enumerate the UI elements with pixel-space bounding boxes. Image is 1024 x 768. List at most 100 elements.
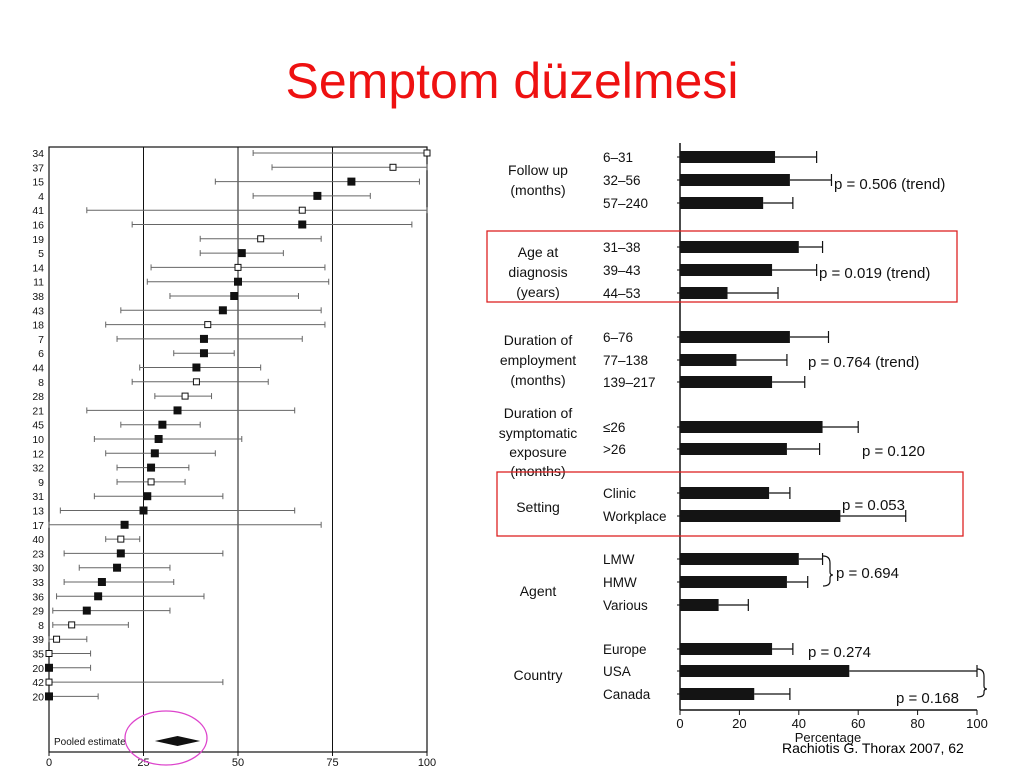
bar-category-label: 39–43 xyxy=(603,263,641,278)
bar-category-label: 139–217 xyxy=(603,375,656,390)
forest-study-label: 18 xyxy=(32,320,44,332)
forest-point-filled xyxy=(139,506,148,515)
forest-study-label: 43 xyxy=(32,305,44,317)
forest-study-label: 35 xyxy=(32,649,44,661)
bar-group-label: exposure xyxy=(509,444,567,460)
bar-category-label: ≤26 xyxy=(603,420,625,435)
forest-study-label: 14 xyxy=(32,262,44,274)
bar-category-label: Clinic xyxy=(603,486,636,501)
bar-category-label: 31–38 xyxy=(603,240,641,255)
forest-x-tick-label: 75 xyxy=(326,757,338,768)
forest-point-open xyxy=(117,535,125,543)
forest-study-label: 21 xyxy=(32,405,44,417)
bar xyxy=(680,576,787,588)
forest-point-open xyxy=(68,621,76,629)
forest-point-open xyxy=(45,650,53,657)
bar-x-tick-label: 80 xyxy=(910,716,924,731)
pooled-estimate-label: Pooled estimate xyxy=(54,737,126,748)
bar-group-label: (months) xyxy=(510,182,565,198)
forest-study-label: 10 xyxy=(32,434,44,446)
forest-x-tick-label: 100 xyxy=(418,757,436,768)
forest-point-filled xyxy=(347,177,356,186)
forest-study-label: 17 xyxy=(32,520,44,532)
bar-group-label: (years) xyxy=(516,284,560,300)
forest-study-label: 7 xyxy=(38,334,44,346)
bar-category-label: Various xyxy=(603,598,648,613)
forest-point-filled xyxy=(234,277,242,286)
bar-group-label: Duration of xyxy=(504,405,573,421)
forest-point-filled xyxy=(230,292,239,300)
bar-group-label: Duration of xyxy=(504,332,573,348)
forest-study-label: 5 xyxy=(38,248,44,260)
p-value-label: p = 0.764 (trend) xyxy=(808,354,919,371)
forest-study-label: 28 xyxy=(32,391,44,403)
forest-study-label: 29 xyxy=(32,606,44,618)
forest-point-filled xyxy=(218,306,227,315)
bar-category-label: Workplace xyxy=(603,509,667,524)
forest-study-label: 4 xyxy=(38,191,44,203)
bar xyxy=(680,553,799,565)
highlight-box xyxy=(496,471,964,537)
forest-study-label: 41 xyxy=(32,205,44,217)
bar-group-label: symptomatic xyxy=(499,425,578,441)
bar xyxy=(680,264,773,276)
forest-point-filled xyxy=(154,435,163,443)
bar-x-axis-label: Percentage xyxy=(795,730,862,745)
forest-study-label: 34 xyxy=(32,148,44,160)
forest-study-label: 9 xyxy=(38,477,44,489)
p-value-label: p = 0.506 (trend) xyxy=(834,176,945,193)
bar xyxy=(680,443,787,455)
forest-study-label: 40 xyxy=(32,534,44,546)
bar xyxy=(680,643,773,655)
forest-x-tick-label: 50 xyxy=(232,757,244,768)
bar-category-label: Canada xyxy=(603,687,651,702)
bar xyxy=(680,421,823,433)
forest-point-open xyxy=(147,478,155,486)
bar xyxy=(680,197,764,209)
forest-point-open xyxy=(234,263,242,271)
bar xyxy=(680,174,790,186)
bar xyxy=(680,151,776,163)
forest-point-filled xyxy=(82,606,91,615)
bar xyxy=(680,376,773,388)
bar-category-label: 6–31 xyxy=(603,150,633,165)
pooled-highlight-circle xyxy=(124,710,208,766)
forest-point-filled xyxy=(237,249,246,258)
forest-study-label: 32 xyxy=(32,463,44,475)
forest-point-filled xyxy=(192,363,201,372)
forest-point-open xyxy=(204,321,212,329)
forest-point-filled xyxy=(120,520,129,529)
forest-study-label: 31 xyxy=(32,491,44,503)
forest-point-filled xyxy=(173,406,182,415)
forest-study-label: 23 xyxy=(32,548,44,560)
forest-point-filled xyxy=(313,191,322,200)
forest-point-open xyxy=(192,378,200,386)
p-value-label: p = 0.019 (trend) xyxy=(819,265,930,282)
forest-point-filled xyxy=(298,220,307,229)
bar-group-label: Agent xyxy=(520,583,557,599)
forest-x-tick-label: 25 xyxy=(137,757,149,768)
forest-study-label: 38 xyxy=(32,291,44,303)
bar xyxy=(680,287,728,299)
forest-point-filled xyxy=(116,549,125,558)
forest-study-label: 20 xyxy=(32,663,44,675)
forest-study-label: 33 xyxy=(32,577,44,589)
bar-category-label: 44–53 xyxy=(603,286,641,301)
p-value-label: p = 0.274 xyxy=(808,644,871,661)
forest-study-label: 42 xyxy=(32,677,44,689)
p-value-label: p = 0.120 xyxy=(862,443,925,460)
p-value-label: p = 0.694 xyxy=(836,565,899,582)
forest-plot: 0 25 50 75 100343715441161951411384318764482… xyxy=(32,146,436,768)
slide-title: Semptom düzelmesi xyxy=(285,53,739,109)
bar-group-label: employment xyxy=(500,352,576,368)
bar-group-label: Country xyxy=(513,667,562,683)
bar-category-label: USA xyxy=(603,664,631,679)
forest-study-label: 16 xyxy=(32,220,44,232)
bar xyxy=(680,688,755,700)
bar-x-tick-label: 100 xyxy=(966,716,988,731)
forest-study-label: 13 xyxy=(32,506,44,518)
forest-study-label: 30 xyxy=(32,563,44,575)
forest-point-open xyxy=(181,392,189,400)
forest-study-label: 45 xyxy=(32,420,44,432)
